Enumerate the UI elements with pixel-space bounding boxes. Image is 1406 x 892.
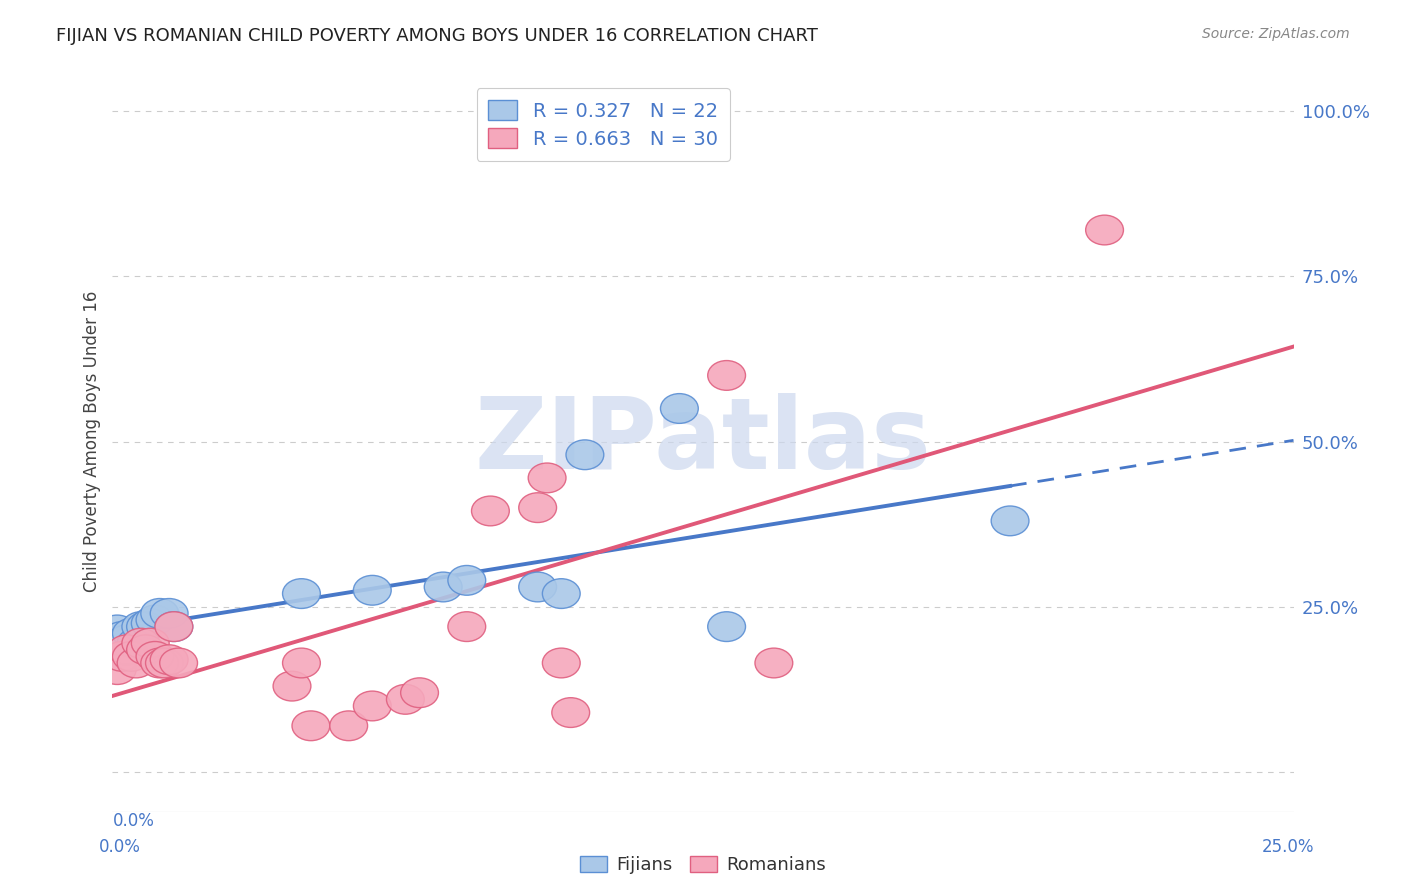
Ellipse shape [551,698,589,728]
Ellipse shape [755,648,793,678]
Ellipse shape [98,655,136,684]
Ellipse shape [387,684,425,714]
Ellipse shape [150,599,188,628]
Ellipse shape [108,625,146,655]
Ellipse shape [425,572,463,602]
Ellipse shape [353,691,391,721]
Ellipse shape [519,572,557,602]
Ellipse shape [108,635,146,665]
Ellipse shape [991,506,1029,536]
Ellipse shape [401,678,439,707]
Text: 0.0%: 0.0% [112,812,155,830]
Ellipse shape [1085,215,1123,245]
Ellipse shape [330,711,367,740]
Ellipse shape [117,648,155,678]
Ellipse shape [122,612,160,641]
Ellipse shape [283,579,321,608]
Legend: R = 0.327   N = 22, R = 0.663   N = 30: R = 0.327 N = 22, R = 0.663 N = 30 [477,88,730,161]
Ellipse shape [661,393,699,424]
Ellipse shape [449,566,485,595]
Ellipse shape [127,635,165,665]
Ellipse shape [150,645,188,674]
Ellipse shape [160,648,197,678]
Legend: Fijians, Romanians: Fijians, Romanians [572,849,834,881]
Ellipse shape [707,360,745,391]
Ellipse shape [155,612,193,641]
Ellipse shape [103,622,141,651]
Ellipse shape [141,599,179,628]
Text: FIJIAN VS ROMANIAN CHILD POVERTY AMONG BOYS UNDER 16 CORRELATION CHART: FIJIAN VS ROMANIAN CHILD POVERTY AMONG B… [56,27,818,45]
Ellipse shape [117,628,155,658]
Ellipse shape [136,641,174,672]
Ellipse shape [471,496,509,525]
Ellipse shape [131,628,169,658]
Text: 25.0%: 25.0% [1263,838,1315,856]
Ellipse shape [122,628,160,658]
Text: 0.0%: 0.0% [98,838,141,856]
Ellipse shape [543,579,581,608]
Ellipse shape [567,440,603,469]
Ellipse shape [103,641,141,672]
Text: ZIPatlas: ZIPatlas [475,393,931,490]
Text: Source: ZipAtlas.com: Source: ZipAtlas.com [1202,27,1350,41]
Ellipse shape [707,612,745,641]
Ellipse shape [112,618,150,648]
Ellipse shape [112,641,150,672]
Ellipse shape [155,612,193,641]
Ellipse shape [543,648,581,678]
Ellipse shape [127,612,165,641]
Ellipse shape [141,648,179,678]
Ellipse shape [131,608,169,638]
Ellipse shape [136,605,174,635]
Y-axis label: Child Poverty Among Boys Under 16: Child Poverty Among Boys Under 16 [83,291,101,592]
Ellipse shape [98,615,136,645]
Ellipse shape [449,612,485,641]
Ellipse shape [283,648,321,678]
Ellipse shape [146,648,183,678]
Ellipse shape [353,575,391,605]
Ellipse shape [529,463,567,492]
Ellipse shape [273,672,311,701]
Ellipse shape [292,711,330,740]
Ellipse shape [519,492,557,523]
